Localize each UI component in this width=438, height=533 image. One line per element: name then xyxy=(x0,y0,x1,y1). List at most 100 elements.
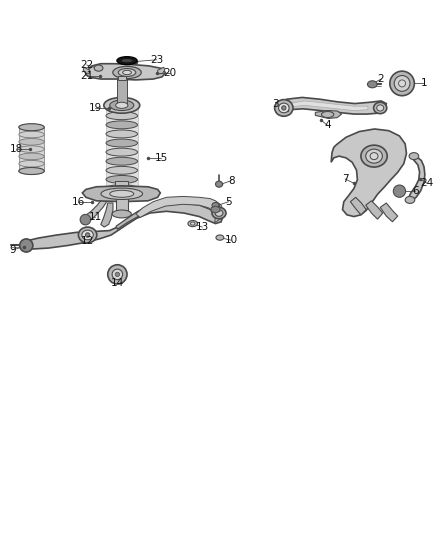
Polygon shape xyxy=(278,98,386,114)
Ellipse shape xyxy=(282,106,286,110)
Circle shape xyxy=(20,239,33,252)
Text: 20: 20 xyxy=(163,68,177,78)
Polygon shape xyxy=(81,198,107,224)
Ellipse shape xyxy=(82,230,93,240)
Ellipse shape xyxy=(110,100,134,110)
Ellipse shape xyxy=(106,175,138,183)
Text: 4: 4 xyxy=(324,120,331,131)
Bar xyxy=(118,76,126,80)
Text: 7: 7 xyxy=(342,174,349,184)
Circle shape xyxy=(393,185,406,197)
Text: 1: 1 xyxy=(420,78,427,88)
Text: 3: 3 xyxy=(272,100,279,109)
Text: 21: 21 xyxy=(80,71,93,81)
Bar xyxy=(19,127,44,171)
Ellipse shape xyxy=(106,157,138,165)
Ellipse shape xyxy=(114,185,130,191)
Ellipse shape xyxy=(405,197,415,204)
Bar xyxy=(106,107,138,189)
Ellipse shape xyxy=(191,222,195,225)
Circle shape xyxy=(399,80,406,87)
Polygon shape xyxy=(82,186,160,201)
Ellipse shape xyxy=(104,98,140,113)
Text: 15: 15 xyxy=(155,153,168,163)
Polygon shape xyxy=(391,79,414,88)
Ellipse shape xyxy=(110,190,134,197)
Polygon shape xyxy=(24,200,223,249)
Circle shape xyxy=(108,265,127,284)
Ellipse shape xyxy=(106,166,138,174)
Ellipse shape xyxy=(116,102,128,108)
Ellipse shape xyxy=(106,121,138,129)
Ellipse shape xyxy=(117,56,137,64)
Ellipse shape xyxy=(106,103,138,110)
Ellipse shape xyxy=(118,69,136,76)
Ellipse shape xyxy=(106,139,138,147)
Circle shape xyxy=(80,214,91,225)
Text: 12: 12 xyxy=(81,236,94,246)
Ellipse shape xyxy=(215,181,223,187)
Ellipse shape xyxy=(85,233,90,237)
Polygon shape xyxy=(408,156,425,201)
Ellipse shape xyxy=(366,149,382,163)
Ellipse shape xyxy=(212,207,226,219)
Ellipse shape xyxy=(106,148,138,156)
Polygon shape xyxy=(315,110,342,118)
Ellipse shape xyxy=(78,227,97,243)
Ellipse shape xyxy=(112,210,131,218)
Ellipse shape xyxy=(19,146,44,152)
Text: 14: 14 xyxy=(111,278,124,288)
Ellipse shape xyxy=(279,103,289,113)
Ellipse shape xyxy=(19,131,44,138)
Polygon shape xyxy=(158,67,165,74)
Ellipse shape xyxy=(19,124,44,131)
Ellipse shape xyxy=(216,235,224,240)
Text: 8: 8 xyxy=(228,176,235,185)
Polygon shape xyxy=(331,129,406,216)
Ellipse shape xyxy=(275,100,293,116)
Ellipse shape xyxy=(113,66,141,78)
Ellipse shape xyxy=(106,184,138,192)
Ellipse shape xyxy=(367,81,377,88)
Text: 19: 19 xyxy=(89,103,102,113)
Ellipse shape xyxy=(19,168,44,174)
Polygon shape xyxy=(86,64,166,80)
Polygon shape xyxy=(211,206,220,213)
Polygon shape xyxy=(350,197,366,215)
Ellipse shape xyxy=(361,145,387,167)
Ellipse shape xyxy=(106,112,138,120)
Ellipse shape xyxy=(409,152,419,159)
Bar xyxy=(115,181,128,191)
Circle shape xyxy=(112,269,123,280)
Ellipse shape xyxy=(123,70,131,75)
Polygon shape xyxy=(136,197,223,223)
Text: 2: 2 xyxy=(378,74,385,84)
Ellipse shape xyxy=(94,65,103,71)
Bar xyxy=(116,193,128,214)
Text: 10: 10 xyxy=(225,235,238,245)
Bar xyxy=(117,78,127,104)
Ellipse shape xyxy=(374,102,387,114)
Text: 18: 18 xyxy=(10,144,23,154)
Ellipse shape xyxy=(370,152,378,159)
Ellipse shape xyxy=(19,124,44,131)
Ellipse shape xyxy=(121,59,133,63)
Text: 22: 22 xyxy=(80,60,93,70)
Ellipse shape xyxy=(19,139,44,145)
Ellipse shape xyxy=(321,111,334,118)
Ellipse shape xyxy=(106,130,138,138)
Circle shape xyxy=(115,272,120,277)
Text: 5: 5 xyxy=(225,197,232,207)
Ellipse shape xyxy=(19,153,44,160)
Ellipse shape xyxy=(101,188,143,199)
Circle shape xyxy=(390,71,414,96)
Ellipse shape xyxy=(19,160,44,167)
Polygon shape xyxy=(380,203,398,222)
Text: 11: 11 xyxy=(89,213,102,222)
Text: 6: 6 xyxy=(412,186,419,196)
Ellipse shape xyxy=(215,210,223,216)
Ellipse shape xyxy=(212,203,219,208)
Polygon shape xyxy=(101,203,113,227)
Circle shape xyxy=(394,76,410,91)
Text: 23: 23 xyxy=(150,55,163,65)
